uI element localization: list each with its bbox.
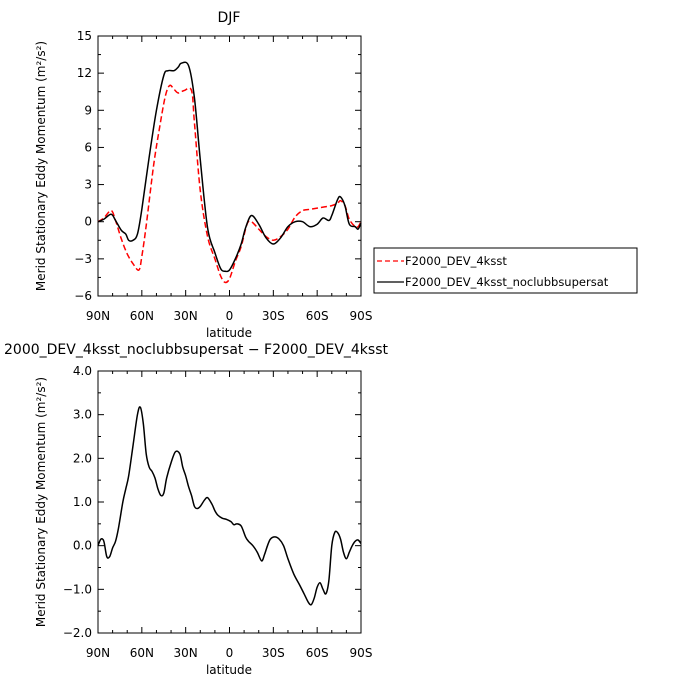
bottom-y-tick-label: 0.0 <box>73 539 92 553</box>
bottom-x-tick-label: 90S <box>350 646 373 660</box>
bottom-y-tick-label: 4.0 <box>73 364 92 378</box>
bottom-y-tick-label: 2.0 <box>73 451 92 465</box>
top-y-tick-label: 15 <box>77 29 92 43</box>
bottom-x-axis-label: latitude <box>206 663 252 677</box>
top-x-tick-label: 0 <box>226 309 234 323</box>
bottom-y-tick-label: −1.0 <box>63 582 92 596</box>
bottom-y-axis-label: Merid Stationary Eddy Momentum (m²/s²) <box>34 377 48 627</box>
top-panel: DJF 90N 60N 30N 0 30S 60S 90S −6 −3 0 3 6 9 12 15 lat… <box>34 10 638 340</box>
top-y-axis-label: Merid Stationary Eddy Momentum (m²/s²) <box>34 41 48 291</box>
bottom-title: 2000_DEV_4ksst_noclubbsupersat − F2000_D… <box>4 342 388 358</box>
top-y-ticks: −6 −3 0 3 6 9 12 15 <box>74 29 361 303</box>
top-y-tick-label: 3 <box>84 178 92 192</box>
bottom-y-tick-label: −2.0 <box>63 626 92 640</box>
top-x-tick-label: 30S <box>262 309 285 323</box>
bottom-panel: 2000_DEV_4ksst_noclubbsupersat − F2000_D… <box>4 342 388 677</box>
bottom-x-tick-label: 0 <box>226 646 234 660</box>
top-title: DJF <box>218 10 241 26</box>
top-x-tick-label: 90S <box>350 309 373 323</box>
top-y-tick-label: 0 <box>84 215 92 229</box>
bottom-x-tick-label: 60N <box>130 646 154 660</box>
top-x-ticks: 90N 60N 30N 0 30S 60S 90S <box>86 36 373 323</box>
bottom-y-tick-label: 3.0 <box>73 408 92 422</box>
top-x-tick-label: 60N <box>130 309 154 323</box>
bottom-y-ticks: −2.0 −1.0 0.0 1.0 2.0 3.0 4.0 <box>63 364 361 640</box>
legend-label-series-1: F2000_DEV_4ksst <box>405 254 507 268</box>
legend-box <box>373 247 638 294</box>
bottom-series-line-1 <box>97 406 362 606</box>
bottom-x-tick-label: 60S <box>306 646 329 660</box>
legend-label-series-2: F2000_DEV_4ksst_noclubbsupersat <box>405 275 609 289</box>
top-y-tick-label: 12 <box>77 66 92 80</box>
top-x-tick-label: 60S <box>306 309 329 323</box>
top-x-axis-label: latitude <box>206 326 252 340</box>
top-x-tick-label: 90N <box>86 309 110 323</box>
top-series-line-1 <box>97 84 362 284</box>
top-y-tick-label: 6 <box>84 140 92 154</box>
top-x-tick-label: 30N <box>174 309 198 323</box>
bottom-x-tick-label: 30N <box>174 646 198 660</box>
top-y-tick-label: −3 <box>74 252 92 266</box>
top-plot-frame <box>97 35 362 297</box>
bottom-plot-frame <box>97 370 362 634</box>
legend: F2000_DEV_4ksst F2000_DEV_4ksst_noclubbs… <box>373 247 638 294</box>
top-series-line-2 <box>97 61 362 273</box>
top-series-lines <box>97 61 362 284</box>
bottom-x-tick-label: 30S <box>262 646 285 660</box>
top-y-tick-label: −6 <box>74 289 92 303</box>
top-y-tick-label: 9 <box>84 103 92 117</box>
bottom-x-ticks: 90N 60N 30N 0 30S 60S 90S <box>86 371 373 660</box>
bottom-x-tick-label: 90N <box>86 646 110 660</box>
bottom-y-tick-label: 1.0 <box>73 495 92 509</box>
bottom-series-lines <box>97 406 362 606</box>
